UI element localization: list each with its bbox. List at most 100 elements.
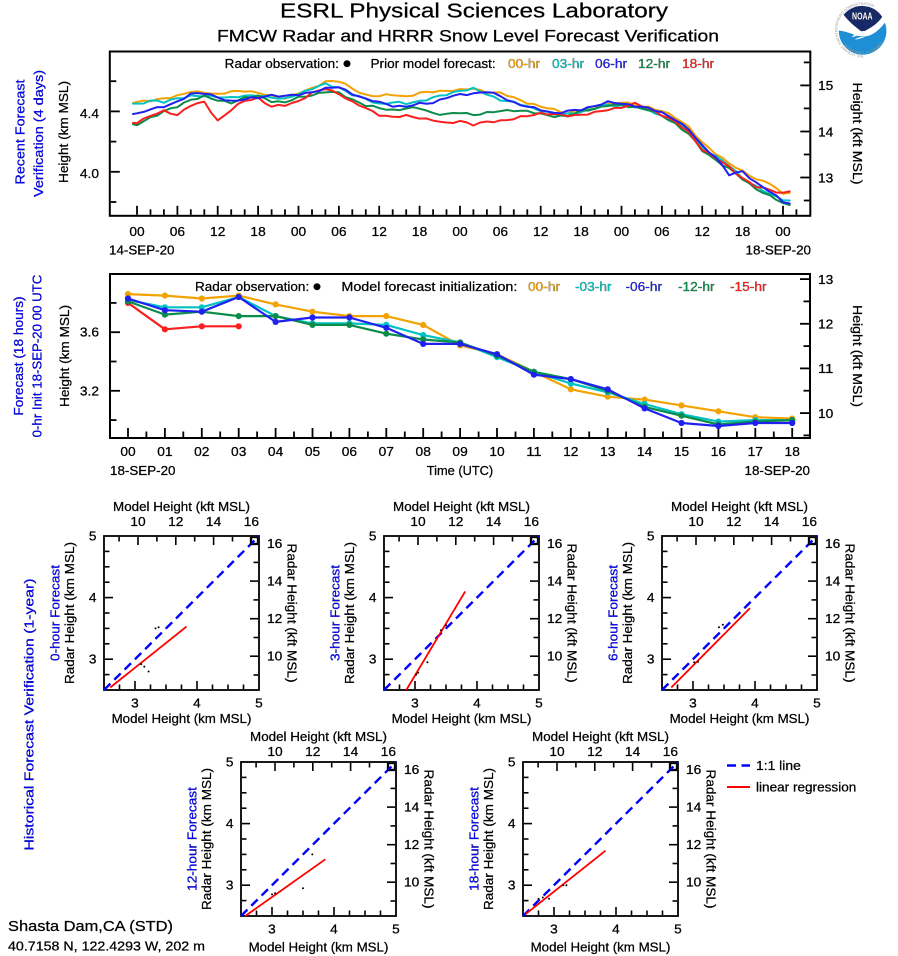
svg-text:14: 14 xyxy=(404,800,419,815)
svg-text:00-hr: 00-hr xyxy=(508,56,541,71)
svg-text:12-hour Forecast: 12-hour Forecast xyxy=(185,787,200,891)
svg-text:03-hr: 03-hr xyxy=(552,56,585,71)
svg-text:04: 04 xyxy=(268,444,283,459)
svg-text:5: 5 xyxy=(535,696,543,711)
svg-text:Model forecast initialization:: Model forecast initialization: xyxy=(341,279,517,294)
svg-text:15: 15 xyxy=(674,444,689,459)
svg-text:Model Height (km MSL): Model Height (km MSL) xyxy=(392,711,532,726)
svg-text:Radar Height (kft MSL): Radar Height (kft MSL) xyxy=(422,770,437,909)
svg-text:12: 12 xyxy=(563,444,578,459)
svg-text:0-hour Forecast: 0-hour Forecast xyxy=(48,565,63,661)
svg-text:14: 14 xyxy=(818,124,833,139)
svg-text:6-hour Forecast: 6-hour Forecast xyxy=(606,565,621,661)
svg-text:10: 10 xyxy=(688,514,703,529)
svg-text:10: 10 xyxy=(130,514,145,529)
svg-text:12-hr: 12-hr xyxy=(638,56,671,71)
svg-text:4.0: 4.0 xyxy=(80,166,99,181)
svg-text:Model Height (km MSL): Model Height (km MSL) xyxy=(112,711,252,726)
svg-text:14: 14 xyxy=(486,514,501,529)
svg-text:3: 3 xyxy=(647,652,655,667)
svg-text:Model Height (km MSL): Model Height (km MSL) xyxy=(531,940,671,955)
svg-text:14: 14 xyxy=(825,574,840,589)
svg-text:17: 17 xyxy=(748,444,763,459)
svg-text:-06-hr: -06-hr xyxy=(626,279,663,294)
svg-text:Model Height (kft MSL): Model Height (kft MSL) xyxy=(113,499,250,514)
svg-text:18: 18 xyxy=(785,444,800,459)
svg-text:5: 5 xyxy=(226,755,234,770)
svg-text:4: 4 xyxy=(647,590,655,605)
svg-text:4: 4 xyxy=(226,816,234,831)
svg-text:Recent Forecast: Recent Forecast xyxy=(13,79,28,184)
svg-text:3: 3 xyxy=(689,696,697,711)
svg-text:12: 12 xyxy=(547,611,562,626)
svg-text:18: 18 xyxy=(250,224,265,239)
svg-text:Height (kft MSL): Height (kft MSL) xyxy=(850,305,865,407)
svg-text:06: 06 xyxy=(493,224,508,239)
svg-text:05: 05 xyxy=(305,444,320,459)
svg-text:06: 06 xyxy=(654,224,669,239)
svg-text:12: 12 xyxy=(372,224,387,239)
svg-text:FMCW Radar and HRRR Snow Level: FMCW Radar and HRRR Snow Level Forecast … xyxy=(217,28,719,46)
svg-text:10: 10 xyxy=(267,744,282,759)
svg-text:10: 10 xyxy=(818,406,833,421)
svg-text:10: 10 xyxy=(686,875,701,890)
svg-text:01: 01 xyxy=(157,444,172,459)
svg-text:3.2: 3.2 xyxy=(80,383,99,398)
svg-text:5: 5 xyxy=(392,922,400,937)
svg-text:00: 00 xyxy=(291,224,306,239)
svg-text:18-SEP-20: 18-SEP-20 xyxy=(746,243,812,258)
svg-text:18-SEP-20: 18-SEP-20 xyxy=(110,463,176,478)
svg-text:Height (km MSL): Height (km MSL) xyxy=(56,81,71,183)
svg-text:Radar Height (kft MSL): Radar Height (kft MSL) xyxy=(704,770,719,909)
svg-text:4.4: 4.4 xyxy=(80,106,99,121)
svg-text:12: 12 xyxy=(695,224,710,239)
svg-text:5: 5 xyxy=(813,696,821,711)
svg-text:Model Height (kft MSL): Model Height (kft MSL) xyxy=(393,499,530,514)
svg-text:Radar Height (kft MSL): Radar Height (kft MSL) xyxy=(285,544,300,683)
svg-text:0-hr Init 18-SEP-20 00 UTC: 0-hr Init 18-SEP-20 00 UTC xyxy=(30,275,45,438)
svg-text:06: 06 xyxy=(170,224,185,239)
svg-text:Model Height (kft MSL): Model Height (kft MSL) xyxy=(532,729,669,744)
svg-text:12: 12 xyxy=(686,837,701,852)
svg-text:06: 06 xyxy=(331,224,346,239)
svg-text:Radar observation:: Radar observation: xyxy=(195,279,309,294)
svg-text:12: 12 xyxy=(305,744,320,759)
svg-text:4: 4 xyxy=(612,922,620,937)
svg-text:4: 4 xyxy=(508,816,516,831)
svg-text:18-hr: 18-hr xyxy=(682,56,715,71)
svg-text:Shasta Dam,CA (STD): Shasta Dam,CA (STD) xyxy=(8,918,173,935)
svg-text:Radar Height (kft MSL): Radar Height (kft MSL) xyxy=(843,544,858,683)
svg-text:3-hour Forecast: 3-hour Forecast xyxy=(328,565,343,661)
svg-text:15: 15 xyxy=(818,78,833,93)
svg-text:Radar observation:: Radar observation: xyxy=(225,56,339,71)
svg-text:Prior model forecast:: Prior model forecast: xyxy=(371,56,496,71)
svg-text:14: 14 xyxy=(686,800,701,815)
svg-text:12: 12 xyxy=(726,514,741,529)
svg-text:12: 12 xyxy=(448,514,463,529)
svg-text:00-hr: 00-hr xyxy=(528,279,561,294)
svg-text:3: 3 xyxy=(508,878,516,893)
svg-text:00: 00 xyxy=(129,224,144,239)
svg-text:16: 16 xyxy=(267,536,282,551)
svg-text:Model Height (km MSL): Model Height (km MSL) xyxy=(670,711,810,726)
svg-text:4: 4 xyxy=(330,922,338,937)
svg-text:02: 02 xyxy=(194,444,209,459)
svg-text:Radar Height (kft MSL): Radar Height (kft MSL) xyxy=(565,544,580,683)
svg-text:Historical Forecast Verificati: Historical Forecast Verification (1-year… xyxy=(22,579,37,851)
svg-text:18-SEP-20: 18-SEP-20 xyxy=(745,463,811,478)
svg-text:3: 3 xyxy=(131,696,139,711)
svg-text:16: 16 xyxy=(244,514,259,529)
svg-text:3.6: 3.6 xyxy=(80,325,99,340)
svg-text:14: 14 xyxy=(547,574,562,589)
svg-text:12: 12 xyxy=(168,514,183,529)
svg-text:3: 3 xyxy=(268,922,276,937)
svg-text:Radar Height (km MSL): Radar Height (km MSL) xyxy=(199,768,214,910)
svg-text:Radar Height (km MSL): Radar Height (km MSL) xyxy=(481,768,496,910)
svg-text:16: 16 xyxy=(404,762,419,777)
svg-text:4: 4 xyxy=(193,696,201,711)
svg-text:Time (UTC): Time (UTC) xyxy=(427,463,493,478)
svg-text:-15-hr: -15-hr xyxy=(730,279,767,294)
svg-text:5: 5 xyxy=(89,529,97,544)
svg-text:18: 18 xyxy=(412,224,427,239)
svg-text:18-hour Forecast: 18-hour Forecast xyxy=(467,787,482,891)
